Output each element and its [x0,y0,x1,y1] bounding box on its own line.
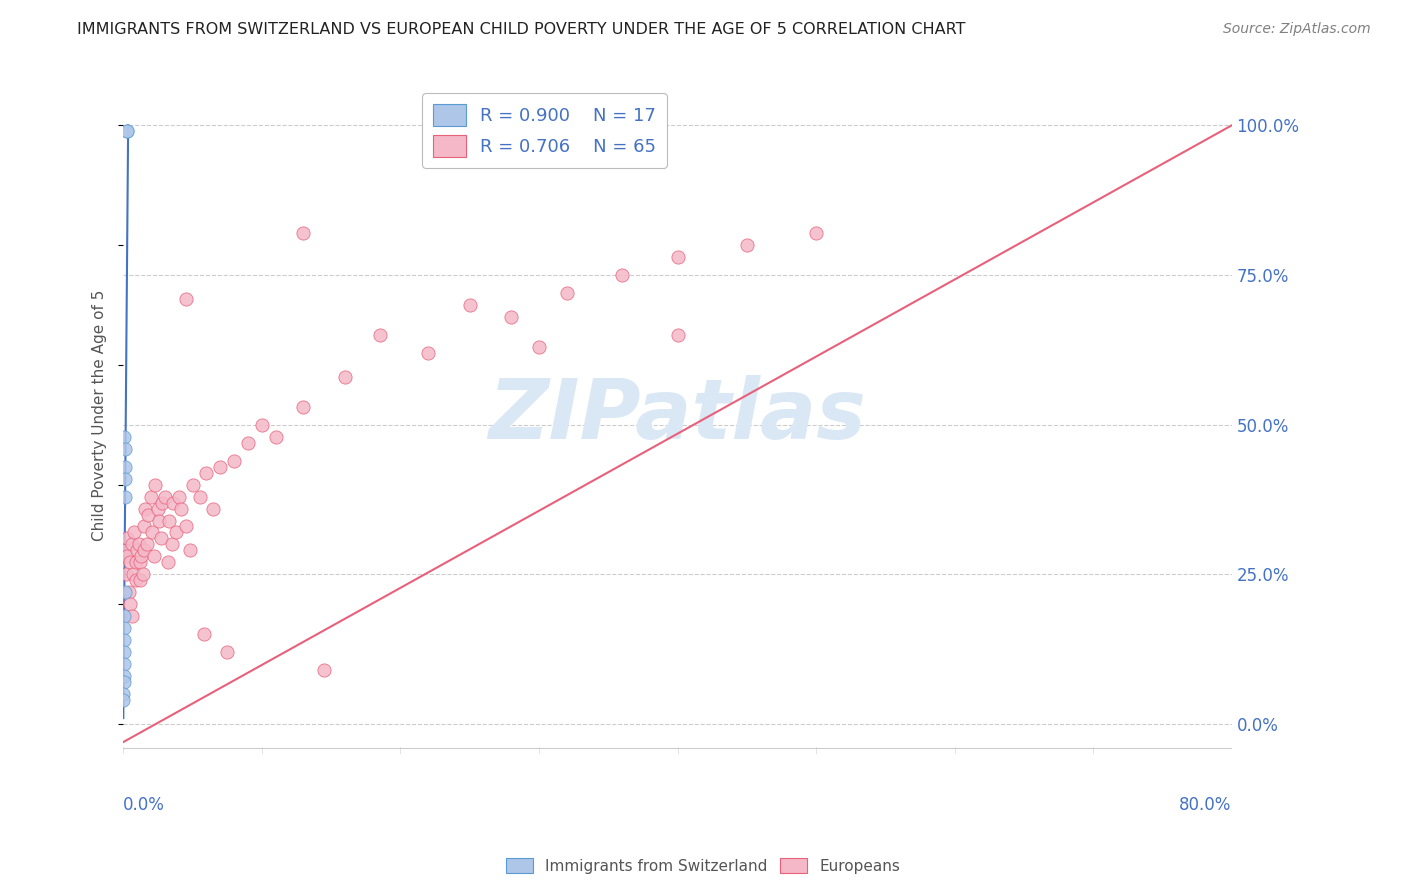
Point [193,627,215,641]
Point [112,621,135,635]
Point [112,609,135,624]
Point [112,693,135,707]
Point [188,490,211,504]
Point [162,495,184,509]
Point [181,477,204,491]
Point [120,556,142,570]
Point [112,633,135,648]
Point [174,292,197,306]
Point [179,543,201,558]
Point [666,250,689,264]
Point [128,537,150,551]
Point [236,435,259,450]
Point [735,238,758,252]
Point [114,472,136,486]
Point [224,453,246,467]
Point [114,459,136,474]
Point [149,532,172,546]
Point [114,543,136,558]
Point [129,574,152,588]
Point [124,525,146,540]
Point [117,532,139,546]
Point [804,226,827,240]
Y-axis label: Child Poverty Under the Age of 5: Child Poverty Under the Age of 5 [93,290,107,541]
Point [250,417,273,432]
Point [160,537,183,551]
Point [165,525,187,540]
Point [121,609,143,624]
Point [134,501,156,516]
Point [139,490,162,504]
Point [501,310,523,324]
Point [114,490,136,504]
Point [112,657,135,672]
Point [195,466,218,480]
Point [115,567,138,582]
Point [416,346,439,360]
Point [333,369,356,384]
Legend: Immigrants from Switzerland, Europeans: Immigrants from Switzerland, Europeans [499,852,907,880]
Text: 80.0%: 80.0% [1180,796,1232,814]
Text: IMMIGRANTS FROM SWITZERLAND VS EUROPEAN CHILD POVERTY UNDER THE AGE OF 5 CORRELA: IMMIGRANTS FROM SWITZERLAND VS EUROPEAN … [77,22,966,37]
Point [368,327,391,342]
Point [174,519,197,533]
Point [167,490,190,504]
Point [314,663,336,677]
Point [131,549,153,564]
Point [129,556,152,570]
Point [527,340,550,354]
Point [610,268,633,282]
Point [132,543,155,558]
Point [114,442,136,456]
Point [264,430,287,444]
Point [148,514,170,528]
Point [112,430,135,444]
Point [141,525,163,540]
Point [157,514,180,528]
Point [555,285,578,300]
Point [117,124,139,138]
Point [135,537,157,551]
Point [150,495,173,509]
Point [112,669,135,683]
Point [209,459,232,474]
Point [125,556,148,570]
Point [292,226,315,240]
Point [153,490,176,504]
Point [202,501,225,516]
Point [127,543,149,558]
Point [146,501,169,516]
Text: Source: ZipAtlas.com: Source: ZipAtlas.com [1223,22,1371,37]
Point [112,675,135,690]
Point [112,687,135,701]
Point [458,298,481,312]
Point [156,556,179,570]
Point [114,585,136,599]
Point [170,501,193,516]
Point [217,645,239,659]
Point [666,327,689,342]
Point [131,567,153,582]
Text: 0.0%: 0.0% [124,796,165,814]
Text: ZIPatlas: ZIPatlas [489,376,866,456]
Point [120,597,142,611]
Point [292,400,315,414]
Point [117,124,139,138]
Point [118,585,141,599]
Point [121,537,143,551]
Legend: R = 0.900    N = 17, R = 0.706    N = 65: R = 0.900 N = 17, R = 0.706 N = 65 [422,94,666,168]
Point [117,549,139,564]
Point [143,477,166,491]
Point [136,508,159,522]
Point [122,567,145,582]
Point [142,549,165,564]
Point [112,645,135,659]
Point [125,574,148,588]
Point [132,519,155,533]
